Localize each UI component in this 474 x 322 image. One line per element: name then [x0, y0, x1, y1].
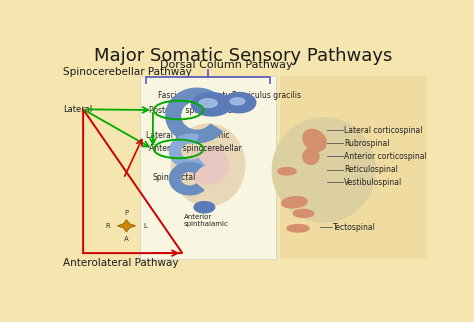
Text: P: P: [124, 210, 128, 216]
Text: Posterior spinocerebellar: Posterior spinocerebellar: [149, 106, 245, 115]
Text: Dorsal Column Pathway: Dorsal Column Pathway: [160, 60, 293, 70]
Polygon shape: [199, 99, 217, 108]
Polygon shape: [303, 129, 326, 151]
Text: Reticulospinal: Reticulospinal: [344, 165, 398, 174]
Text: Spinocerebellar Pathway: Spinocerebellar Pathway: [63, 67, 191, 77]
Polygon shape: [166, 88, 222, 143]
Polygon shape: [188, 146, 228, 184]
Text: Anterior spinocerebellar: Anterior spinocerebellar: [149, 145, 242, 154]
Text: Tectospinal: Tectospinal: [333, 223, 376, 232]
Text: L: L: [143, 223, 147, 229]
Polygon shape: [223, 92, 256, 113]
Polygon shape: [230, 98, 245, 105]
Text: Anterolateral Pathway: Anterolateral Pathway: [63, 258, 178, 268]
Text: Lateral corticospinal: Lateral corticospinal: [344, 126, 422, 135]
Polygon shape: [117, 220, 136, 232]
FancyBboxPatch shape: [140, 76, 276, 259]
Text: Major Somatic Sensory Pathways: Major Somatic Sensory Pathways: [94, 47, 392, 65]
Text: A: A: [124, 236, 129, 242]
Polygon shape: [170, 134, 204, 169]
Polygon shape: [303, 148, 319, 164]
Polygon shape: [293, 210, 314, 217]
Text: Spinotectal: Spinotectal: [153, 173, 196, 182]
FancyBboxPatch shape: [280, 76, 427, 259]
Polygon shape: [170, 163, 204, 195]
Polygon shape: [194, 202, 215, 213]
Polygon shape: [278, 167, 296, 175]
Text: R: R: [105, 223, 110, 229]
Text: Anterior corticospinal: Anterior corticospinal: [344, 152, 427, 161]
Polygon shape: [287, 225, 309, 232]
Polygon shape: [282, 197, 307, 208]
Text: Vestibulospinal: Vestibulospinal: [344, 178, 402, 187]
Polygon shape: [191, 93, 232, 116]
Polygon shape: [273, 118, 375, 222]
Text: Rubrospinal: Rubrospinal: [344, 139, 390, 148]
Text: Anterior
spinthalamic: Anterior spinthalamic: [184, 214, 229, 227]
Text: Fasciculus gracilis: Fasciculus gracilis: [232, 91, 301, 100]
Polygon shape: [171, 124, 245, 206]
Text: Lateral spinothalamic: Lateral spinothalamic: [146, 131, 229, 140]
Text: Fasciculus cuneatus: Fasciculus cuneatus: [158, 91, 235, 100]
Text: Lateral: Lateral: [63, 105, 92, 114]
